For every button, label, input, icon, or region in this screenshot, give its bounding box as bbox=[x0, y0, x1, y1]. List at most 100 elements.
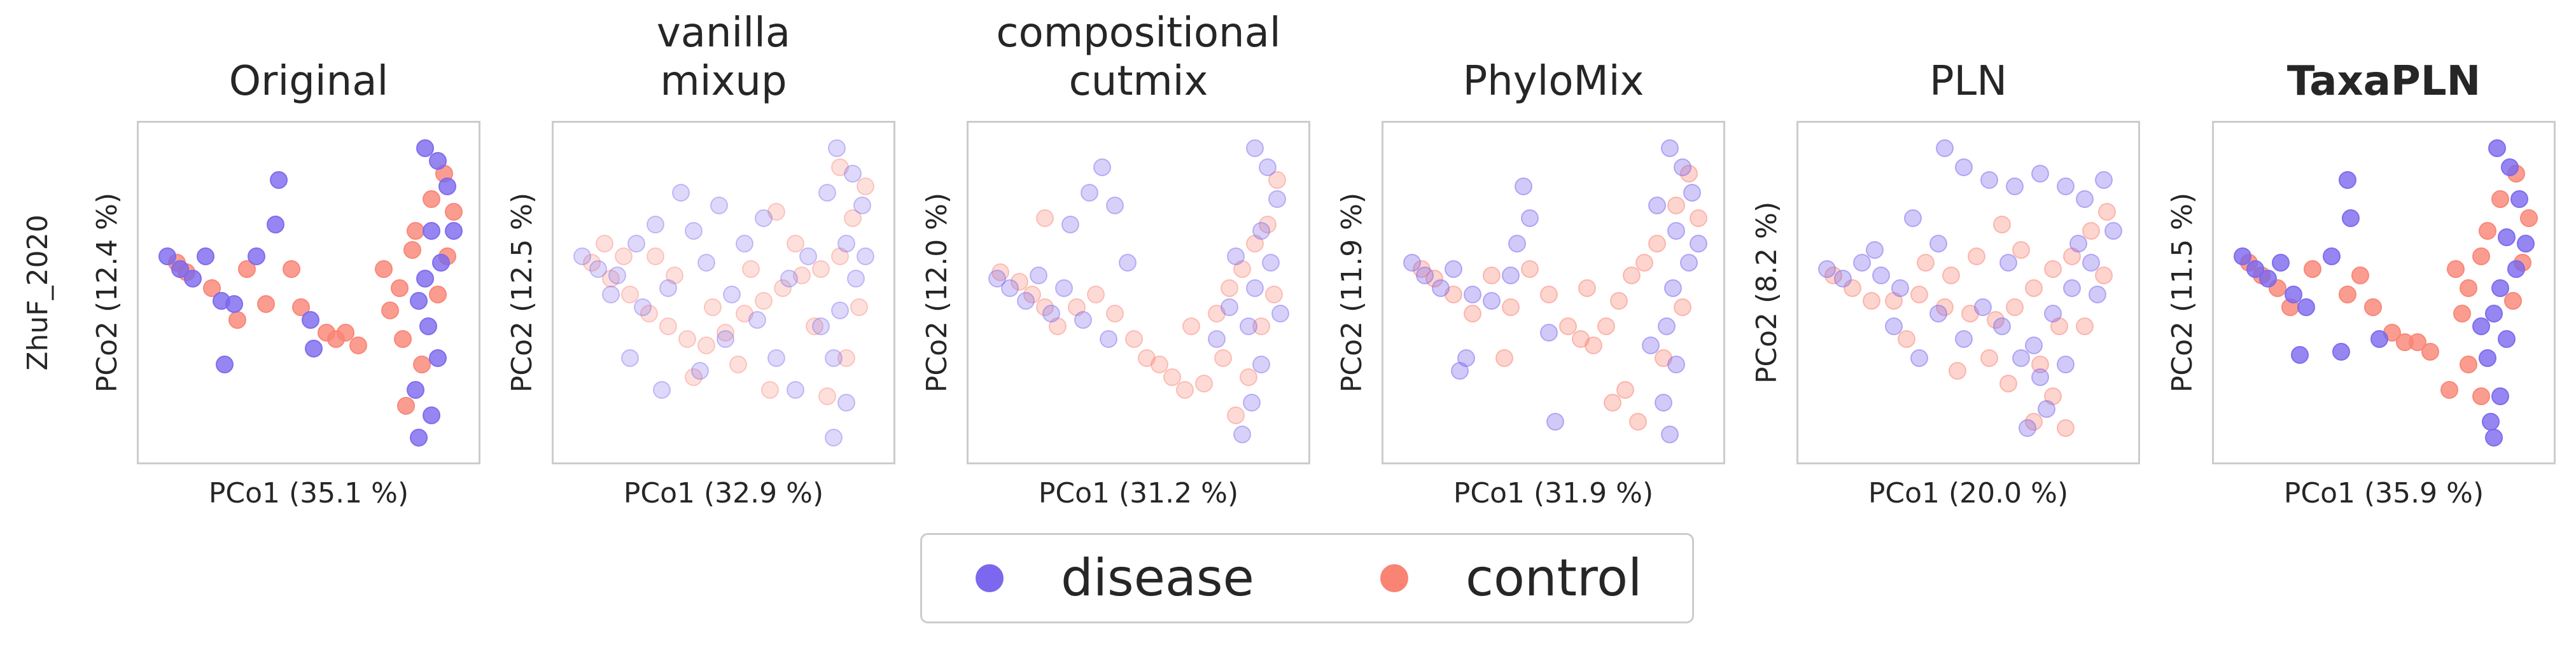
point-control bbox=[1036, 209, 1054, 227]
point-control bbox=[429, 286, 447, 303]
point-disease bbox=[2479, 349, 2496, 367]
point-disease bbox=[2510, 190, 2528, 208]
point-disease bbox=[197, 247, 214, 265]
point-disease bbox=[2057, 177, 2075, 195]
point-control bbox=[1208, 305, 1226, 322]
y-axis-label: PCo2 (12.4 %) bbox=[91, 192, 123, 393]
point-disease bbox=[1955, 330, 1973, 348]
plot-area bbox=[552, 121, 895, 464]
point-control bbox=[1502, 298, 1520, 316]
point-control bbox=[850, 298, 868, 316]
point-control bbox=[767, 203, 785, 221]
point-disease bbox=[653, 381, 671, 399]
point-disease bbox=[710, 197, 728, 214]
point-control bbox=[1863, 292, 1880, 310]
point-disease bbox=[1268, 190, 1286, 208]
point-disease bbox=[1262, 254, 1280, 272]
point-disease bbox=[1502, 267, 1520, 284]
point-disease bbox=[1818, 260, 1836, 278]
point-disease bbox=[2370, 330, 2388, 348]
point-control bbox=[413, 356, 431, 373]
point-disease bbox=[2285, 286, 2302, 303]
panel-title-line: TaxaPLN bbox=[2286, 58, 2481, 105]
point-disease bbox=[608, 267, 626, 284]
panel-title-line: compositional bbox=[996, 10, 1281, 57]
point-control bbox=[1268, 171, 1286, 189]
point-disease bbox=[2323, 247, 2341, 265]
point-control bbox=[1987, 311, 2005, 329]
point-disease bbox=[2089, 286, 2106, 303]
point-disease bbox=[1929, 235, 1947, 253]
point-disease bbox=[780, 270, 798, 288]
point-control bbox=[1968, 247, 1985, 265]
point-control bbox=[1151, 356, 1168, 373]
point-disease bbox=[438, 177, 456, 195]
point-disease bbox=[416, 139, 434, 157]
x-axis-label: PCo1 (31.2 %) bbox=[1038, 477, 1239, 510]
point-disease bbox=[857, 247, 874, 265]
x-axis-label: PCo1 (35.9 %) bbox=[2283, 477, 2484, 510]
point-disease bbox=[1017, 292, 1035, 310]
point-disease bbox=[602, 286, 620, 303]
point-control bbox=[1425, 270, 1443, 288]
point-disease bbox=[1642, 336, 1660, 354]
x-axis-label: PCo1 (35.1 %) bbox=[208, 477, 409, 510]
point-control bbox=[1585, 336, 1602, 354]
point-control bbox=[818, 387, 836, 405]
point-control bbox=[1604, 394, 1621, 412]
point-control bbox=[831, 247, 849, 265]
point-control bbox=[228, 311, 246, 329]
panel-title: PLN bbox=[1790, 57, 2146, 106]
point-disease bbox=[573, 247, 591, 265]
plot-area bbox=[1796, 121, 2140, 464]
point-disease bbox=[2095, 171, 2113, 189]
point-disease bbox=[1834, 270, 1852, 288]
point-control bbox=[1233, 260, 1251, 278]
point-disease bbox=[2076, 190, 2094, 208]
panel-title: Original bbox=[130, 57, 487, 106]
point-disease bbox=[1521, 209, 1539, 227]
point-disease bbox=[685, 222, 703, 240]
point-control bbox=[1559, 317, 1577, 335]
scatter-plot bbox=[2234, 139, 2538, 447]
point-disease bbox=[2019, 419, 2036, 437]
point-control bbox=[2409, 333, 2426, 351]
point-control bbox=[2504, 292, 2522, 310]
point-disease bbox=[429, 152, 447, 170]
point-disease bbox=[1683, 184, 1701, 202]
point-control bbox=[2421, 343, 2439, 361]
point-disease bbox=[1042, 305, 1060, 322]
point-control bbox=[1464, 305, 1481, 322]
point-control bbox=[2031, 356, 2049, 373]
point-control bbox=[1667, 197, 1685, 214]
point-control bbox=[2082, 222, 2100, 240]
point-disease bbox=[2491, 387, 2509, 405]
point-control bbox=[678, 330, 696, 348]
point-disease bbox=[1061, 216, 1079, 233]
point-disease bbox=[2012, 349, 2030, 367]
point-disease bbox=[1999, 254, 2017, 272]
y-axis-label: PCo2 (12.0 %) bbox=[921, 192, 953, 393]
panel-title: TaxaPLN bbox=[2206, 57, 2562, 106]
point-disease bbox=[2063, 279, 2081, 297]
point-disease bbox=[1483, 292, 1501, 310]
plot-area bbox=[2212, 121, 2556, 464]
point-control bbox=[1068, 298, 1086, 316]
plot-area bbox=[1382, 121, 1725, 464]
point-disease bbox=[1648, 197, 1666, 214]
point-control bbox=[736, 305, 753, 322]
point-control bbox=[1936, 298, 1954, 316]
point-disease bbox=[1667, 356, 1685, 373]
point-disease bbox=[837, 235, 855, 253]
scatter-plot bbox=[988, 139, 1289, 443]
point-control bbox=[2095, 267, 2113, 284]
point-control bbox=[2012, 241, 2030, 259]
scatter-plot bbox=[573, 139, 874, 447]
panel-title: PhyloMix bbox=[1375, 57, 1732, 106]
point-control bbox=[2520, 209, 2538, 227]
point-disease bbox=[1001, 279, 1019, 297]
panel-title: compositional cutmix bbox=[960, 9, 1317, 106]
point-control bbox=[729, 356, 747, 373]
point-disease bbox=[423, 406, 440, 424]
